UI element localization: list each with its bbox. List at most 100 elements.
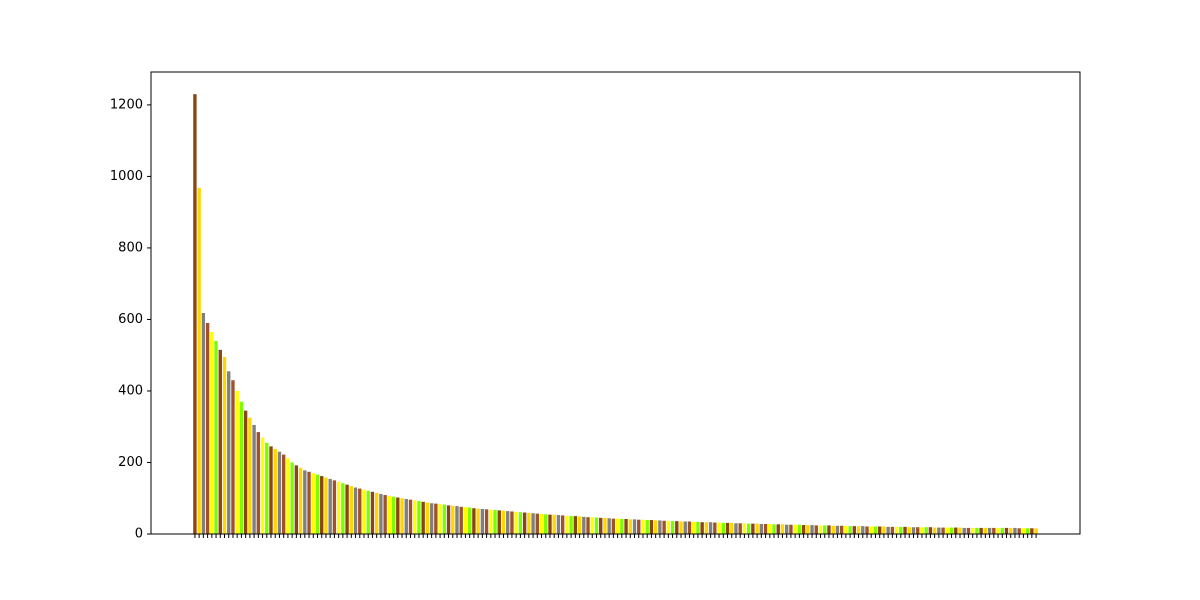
bar: [869, 526, 873, 534]
bar: [687, 521, 692, 534]
bar: [675, 521, 679, 534]
bar: [455, 506, 459, 534]
bar: [780, 524, 785, 534]
bar: [539, 513, 544, 534]
bar: [315, 474, 320, 534]
bar: [205, 323, 210, 534]
bar: [408, 499, 413, 534]
bar: [383, 495, 387, 534]
bar: [649, 520, 654, 534]
bar: [907, 527, 911, 534]
y-tick-label: 600: [118, 312, 143, 327]
bar: [298, 467, 303, 534]
bar: [996, 527, 1000, 534]
bar: [421, 501, 425, 534]
bar: [510, 511, 514, 534]
bar: [535, 513, 539, 534]
bar: [248, 417, 252, 534]
bar: [425, 502, 430, 534]
bar: [446, 505, 451, 534]
bar: [932, 527, 937, 534]
bar: [434, 503, 438, 534]
bar: [231, 380, 235, 534]
bar: [1034, 528, 1038, 534]
bar: [831, 525, 835, 534]
bar: [721, 522, 725, 534]
bar: [1013, 527, 1017, 534]
bar: [565, 515, 569, 534]
y-tick-label: 200: [118, 455, 143, 470]
bar: [497, 510, 501, 534]
bar: [197, 187, 201, 534]
bar: [941, 527, 945, 534]
bar: [599, 517, 603, 534]
bar: [222, 356, 227, 534]
bar: [894, 526, 899, 534]
bar: [214, 340, 218, 534]
bar: [624, 518, 628, 534]
bar: [692, 521, 696, 534]
bar: [738, 523, 742, 534]
bar: [366, 490, 370, 534]
bar: [358, 488, 362, 534]
bar: [1009, 527, 1013, 534]
bar: [281, 454, 286, 534]
bar: [514, 511, 518, 534]
bar: [201, 313, 206, 534]
bar: [751, 523, 755, 534]
bar: [493, 510, 497, 534]
bar: [374, 492, 379, 534]
bar: [417, 501, 421, 534]
bar: [463, 507, 468, 534]
bar: [324, 477, 328, 534]
bar: [979, 527, 983, 534]
bar: [501, 510, 506, 534]
bar: [518, 512, 523, 534]
bar: [586, 517, 590, 534]
bar: [662, 520, 666, 534]
bar: [856, 526, 861, 534]
bar: [810, 525, 814, 534]
bar: [789, 524, 793, 534]
bar: [987, 527, 992, 534]
bar: [1004, 527, 1009, 534]
bar: [827, 525, 831, 534]
bar: [700, 522, 704, 534]
bar: [480, 508, 485, 534]
bar: [708, 522, 713, 534]
bar: [954, 527, 958, 534]
bar: [603, 517, 607, 534]
bar: [632, 519, 637, 534]
bar: [290, 462, 294, 534]
bar: [307, 471, 311, 534]
bar: [332, 480, 337, 534]
bar: [256, 432, 261, 534]
y-tick-label: 1200: [110, 97, 143, 112]
bar: [531, 513, 535, 534]
bar: [776, 524, 780, 534]
bar: [949, 527, 954, 534]
bar: [945, 527, 950, 534]
bar: [1025, 528, 1030, 534]
bar: [653, 520, 658, 534]
bar: [725, 522, 730, 534]
bar: [286, 458, 290, 534]
bar: [713, 522, 717, 534]
bar: [763, 523, 768, 534]
bar: [467, 507, 472, 534]
bar: [1017, 528, 1021, 534]
bar: [379, 493, 383, 534]
bar: [683, 521, 687, 534]
bar: [768, 523, 772, 534]
bar: [472, 508, 476, 534]
bar: [459, 506, 463, 534]
bar: [882, 526, 886, 534]
bar: [975, 527, 979, 534]
bar: [911, 527, 916, 534]
y-tick-label: 1000: [110, 169, 143, 184]
bar: [670, 521, 675, 534]
bar: [937, 527, 941, 534]
bar: [801, 525, 806, 534]
